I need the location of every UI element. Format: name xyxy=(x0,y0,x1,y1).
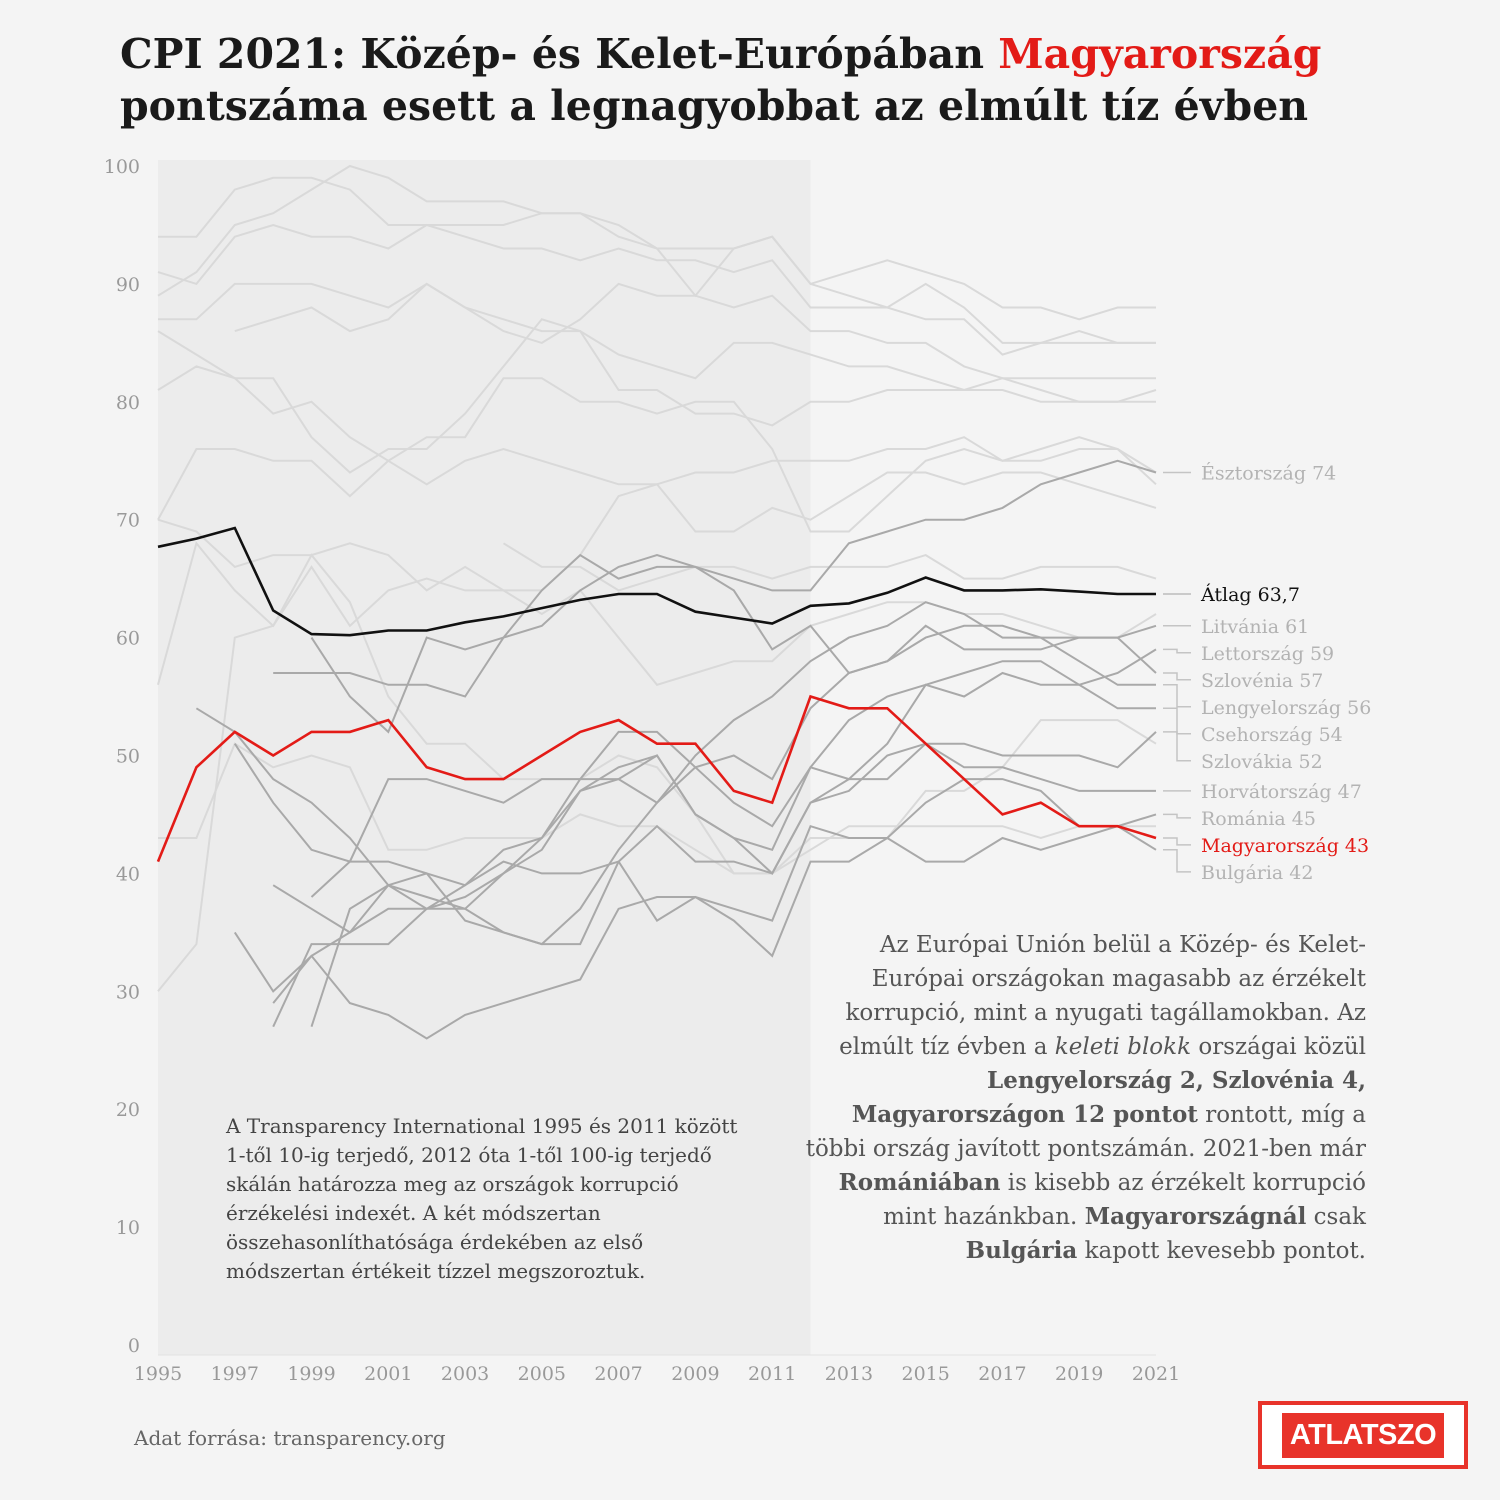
y-tick-label: 20 xyxy=(116,1099,140,1121)
series-label: Csehország 54 xyxy=(1201,724,1343,746)
x-tick-label: 2017 xyxy=(978,1363,1026,1385)
series-line-cee xyxy=(233,601,1156,946)
summary-note: Az Európai Unión belül a Közép- és Kelet… xyxy=(805,932,1366,1264)
logo-text: ATLATSZO xyxy=(1281,1412,1445,1458)
chart-title: CPI 2021: Közép- és Kelet-Európában Magy… xyxy=(120,28,1420,132)
series-label: Észtország 74 xyxy=(1201,462,1336,485)
series-line-hungary xyxy=(156,694,1157,863)
atlatszo-logo[interactable]: ATLATSZO xyxy=(1258,1401,1468,1469)
x-tick-label: 2015 xyxy=(902,1363,950,1385)
series-label: Magyarország 43 xyxy=(1201,835,1369,857)
y-tick-label: 10 xyxy=(116,1217,140,1239)
series-label: Litvánia 61 xyxy=(1201,616,1309,638)
series-line-west xyxy=(157,318,1157,474)
series-label: Lengyelország 56 xyxy=(1201,697,1371,719)
label-leader-line xyxy=(1163,684,1191,708)
series-line-west xyxy=(157,164,1156,344)
y-tick-label: 90 xyxy=(116,274,140,296)
series-line-cee xyxy=(195,671,1156,910)
label-leader-line xyxy=(1163,648,1191,654)
title-highlight: Magyarország xyxy=(998,30,1322,78)
y-tick-label: 40 xyxy=(116,863,140,885)
series-line-cee xyxy=(272,731,1157,934)
series-label: Bulgária 42 xyxy=(1201,862,1313,884)
series-line-west xyxy=(157,553,1157,992)
label-leader-line xyxy=(1163,849,1191,873)
x-tick-label: 2001 xyxy=(364,1363,412,1385)
title-part1: CPI 2021: Közép- és Kelet-Európában xyxy=(120,30,999,78)
x-tick-label: 2021 xyxy=(1132,1363,1180,1385)
series-line-cee xyxy=(272,825,1157,1004)
title-part2: pontszáma esett a legnagyobbat az elmúlt… xyxy=(120,82,1309,130)
x-tick-label: 2003 xyxy=(441,1363,489,1385)
y-tick-label: 50 xyxy=(116,746,140,768)
label-leader-line xyxy=(1163,672,1191,681)
label-leader-line xyxy=(1163,707,1191,735)
series-label: Lettország 59 xyxy=(1201,643,1334,665)
label-leader-line xyxy=(1163,813,1191,819)
old-method-shade xyxy=(158,160,811,1355)
series-line-west xyxy=(157,541,1157,686)
series-label: Átlag 63,7 xyxy=(1200,583,1300,606)
x-tick-label: 2013 xyxy=(825,1363,873,1385)
series-line-west xyxy=(157,223,1156,356)
series-line-west xyxy=(234,282,1156,403)
x-tick-label: 2011 xyxy=(748,1363,796,1385)
series-line-average xyxy=(157,526,1156,637)
y-tick-label: 60 xyxy=(116,628,140,650)
label-leader-line xyxy=(1163,731,1191,762)
methodology-note: A Transparency International 1995 és 201… xyxy=(226,1114,738,1283)
series-line-cee xyxy=(310,624,1157,898)
series-line-west xyxy=(158,282,1156,392)
series-label: Szlovénia 57 xyxy=(1201,670,1323,692)
series-label: Horvátország 47 xyxy=(1201,781,1362,803)
x-tick-label: 2005 xyxy=(518,1363,566,1385)
y-tick-label: 100 xyxy=(104,156,140,178)
series-line-west xyxy=(157,377,1157,533)
x-tick-label: 1997 xyxy=(211,1363,259,1385)
label-leader-line xyxy=(1163,837,1191,846)
x-tick-label: 1999 xyxy=(287,1363,335,1385)
series-line-cee xyxy=(310,554,1157,734)
series-line-west xyxy=(157,471,1157,592)
series-label: Románia 45 xyxy=(1201,808,1316,830)
y-tick-label: 80 xyxy=(116,392,140,414)
data-source: Adat forrása: transparency.org xyxy=(134,1426,446,1450)
x-tick-label: 2009 xyxy=(671,1363,719,1385)
y-tick-label: 70 xyxy=(116,510,140,532)
series-line-cee xyxy=(310,742,1156,1028)
y-tick-label: 0 xyxy=(128,1335,140,1357)
series-label: Szlovákia 52 xyxy=(1201,751,1323,773)
x-tick-label: 2007 xyxy=(594,1363,642,1385)
x-tick-label: 1995 xyxy=(134,1363,182,1385)
series-line-cee xyxy=(273,459,1157,698)
x-tick-label: 2019 xyxy=(1055,1363,1103,1385)
y-tick-label: 30 xyxy=(116,981,140,1003)
